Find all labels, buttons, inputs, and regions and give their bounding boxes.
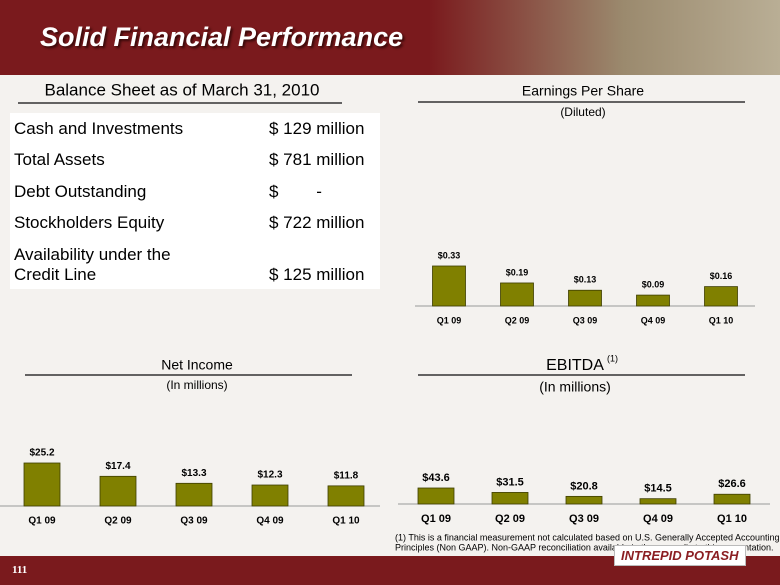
chart-title: Earnings Per Share [522, 83, 644, 99]
table-row: Cash and Investments $ 129 million [10, 113, 380, 145]
bar [417, 487, 455, 505]
value-label: $31.5 [496, 476, 524, 488]
bar [327, 485, 365, 507]
chart-subtitle: (In millions) [539, 379, 611, 395]
logo: INTREPID POTASH [614, 545, 746, 566]
value-label: $12.3 [257, 470, 282, 481]
value-label: $0.09 [642, 279, 665, 289]
row-label: Cash and Investments [14, 118, 184, 138]
table-title: Balance Sheet as of March 31, 2010 [44, 80, 319, 99]
row-value: $ - [269, 181, 322, 201]
x-tick-label: Q4 09 [641, 315, 666, 325]
value-label: $43.6 [422, 472, 450, 484]
x-tick-label: Q1 09 [28, 516, 56, 527]
row-value: $ 722 million [269, 213, 365, 232]
x-tick-label: Q2 09 [505, 315, 530, 325]
x-tick-label: Q3 09 [180, 516, 208, 527]
x-tick-label: Q3 09 [573, 315, 598, 325]
x-tick-label: Q1 09 [421, 513, 451, 525]
value-label: $14.5 [644, 483, 672, 495]
row-label: Total Assets [14, 150, 105, 169]
table-row: Debt Outstanding $ - [10, 176, 380, 208]
value-label: $25.2 [29, 448, 54, 459]
row-value: $ 125 million [269, 265, 365, 284]
x-tick-label: Q2 09 [104, 516, 132, 527]
footnote: (1) This is a financial measurement not … [395, 532, 780, 542]
x-tick-label: Q1 09 [437, 315, 462, 325]
row-label: Availability under the Credit Line [14, 245, 171, 284]
bar [713, 493, 751, 505]
table-row: Availability under the Credit Line $ 125 … [10, 239, 380, 289]
bar [432, 265, 466, 307]
chart-subtitle: (In millions) [166, 378, 227, 392]
x-tick-label: Q4 09 [256, 516, 284, 527]
bar [251, 484, 289, 507]
bar [565, 495, 603, 505]
slide-title: Solid Financial Performance [40, 22, 404, 52]
value-label: $11.8 [334, 471, 359, 482]
table-row: Stockholders Equity $ 722 million [10, 208, 380, 240]
page-number: 111 [12, 564, 28, 576]
x-tick-label: Q4 09 [643, 513, 673, 525]
bar [568, 289, 602, 307]
bar [99, 475, 137, 507]
header-band [0, 0, 780, 75]
x-tick-label: Q1 10 [709, 315, 734, 325]
row-label: Stockholders Equity [14, 213, 165, 232]
x-tick-label: Q3 09 [569, 513, 599, 525]
bar [636, 294, 670, 307]
bar [704, 286, 738, 307]
table-row: Total Assets $ 781 million [10, 145, 380, 177]
x-tick-label: Q1 10 [332, 516, 360, 527]
x-tick-label: Q2 09 [495, 513, 525, 525]
value-label: $20.8 [570, 480, 598, 492]
x-tick-label: Q1 10 [717, 513, 747, 525]
bar [23, 462, 61, 507]
value-label: $17.4 [105, 461, 130, 472]
value-label: $0.33 [438, 250, 461, 260]
row-value: $ 129 million [269, 118, 365, 138]
title-note: (1) [607, 353, 618, 363]
value-label: $0.16 [710, 271, 733, 281]
value-label: $13.3 [181, 468, 206, 479]
chart-subtitle: (Diluted) [560, 105, 605, 119]
chart-title: Net Income [161, 357, 233, 373]
chart-title: EBITDA [546, 357, 604, 374]
bar [175, 482, 213, 507]
bar [639, 498, 677, 505]
value-label: $0.13 [574, 275, 597, 285]
value-label: $26.6 [718, 478, 746, 490]
footnote: Principles (Non GAAP). Non-GAAP reconcil… [395, 542, 774, 552]
bar [500, 282, 534, 307]
bar [491, 492, 529, 505]
row-value: $ 781 million [269, 150, 365, 169]
value-label: $0.19 [506, 267, 529, 277]
row-label: Debt Outstanding [14, 181, 147, 201]
balance-table: Cash and Investments $ 129 million Total A… [10, 113, 380, 289]
